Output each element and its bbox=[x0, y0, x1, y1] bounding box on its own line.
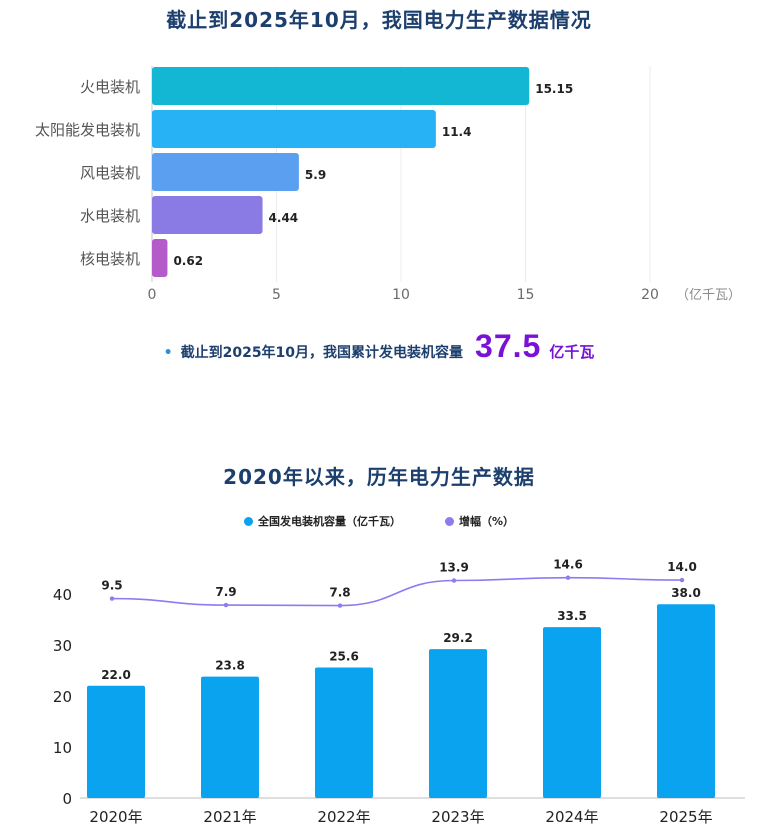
y-tick-label: 40 bbox=[53, 586, 72, 604]
line-data-label: 14.0 bbox=[667, 560, 697, 574]
bar-data-label: 25.6 bbox=[329, 649, 359, 663]
bar bbox=[152, 196, 263, 234]
y-tick-label: 20 bbox=[53, 688, 72, 706]
bar bbox=[201, 676, 259, 798]
bar-data-label: 33.5 bbox=[557, 609, 587, 623]
chart2-title: 2020年以来，历年电力生产数据 bbox=[223, 465, 535, 489]
category-label: 水电装机 bbox=[80, 207, 140, 225]
bar bbox=[152, 67, 530, 105]
line-data-label: 13.9 bbox=[439, 561, 469, 575]
x-tick-label: 2021年 bbox=[203, 808, 256, 826]
x-tick-label: 2022年 bbox=[317, 808, 370, 826]
bar bbox=[657, 604, 715, 798]
summary-line: • 截止到2025年10月，我国累计发电装机容量 37.5 亿千瓦 bbox=[0, 328, 758, 365]
y-tick-label: 10 bbox=[53, 739, 72, 757]
growth-line bbox=[111, 576, 683, 607]
bar bbox=[315, 667, 373, 798]
line-data-label: 7.9 bbox=[215, 585, 236, 599]
data-label: 15.15 bbox=[535, 82, 573, 96]
bar bbox=[543, 627, 601, 798]
x-unit-label: （亿千瓦） bbox=[676, 288, 741, 303]
summary-text: 截止到2025年10月，我国累计发电装机容量 bbox=[180, 345, 464, 361]
category-label: 风电装机 bbox=[80, 164, 140, 182]
data-label: 11.4 bbox=[442, 125, 472, 139]
x-tick-label: 0 bbox=[148, 287, 157, 303]
x-tick-label: 2023年 bbox=[431, 808, 484, 826]
x-tick-label: 20 bbox=[641, 287, 659, 303]
growth-point bbox=[565, 575, 571, 580]
y-tick-label: 0 bbox=[62, 790, 72, 808]
x-tick-label: 5 bbox=[272, 287, 281, 303]
growth-point bbox=[109, 596, 115, 601]
data-label: 5.9 bbox=[305, 168, 326, 182]
x-tick-label: 15 bbox=[517, 287, 535, 303]
bar bbox=[429, 649, 487, 798]
line-data-label: 14.6 bbox=[553, 558, 583, 572]
growth-point bbox=[337, 603, 343, 608]
bar bbox=[152, 110, 436, 148]
y-tick-label: 30 bbox=[53, 637, 72, 655]
bar-data-label: 38.0 bbox=[671, 586, 701, 600]
category-label: 火电装机 bbox=[80, 78, 140, 96]
x-tick-label: 2024年 bbox=[545, 808, 598, 826]
bar-data-label: 23.8 bbox=[215, 659, 245, 673]
bar-chart-capacity-by-type: 0 5 10 15 20 （亿千瓦） 火电装机 15.15 太阳能发电装机 11.4 风电装机 5.9… bbox=[35, 66, 741, 303]
category-label: 太阳能发电装机 bbox=[35, 121, 140, 139]
bar-data-label: 22.0 bbox=[101, 668, 131, 682]
bar-data-label: 29.2 bbox=[443, 631, 473, 645]
legend-swatch-capacity bbox=[243, 516, 253, 526]
legend-swatch-growth bbox=[444, 516, 454, 526]
x-tick-label: 2025年 bbox=[659, 808, 712, 826]
legend-label-capacity: 全国发电装机容量（亿千瓦） bbox=[257, 515, 401, 528]
bar bbox=[87, 685, 145, 798]
data-label: 0.62 bbox=[173, 254, 203, 268]
bar bbox=[152, 153, 299, 191]
bar bbox=[152, 239, 168, 277]
chart1-title: 截止到2025年10月，我国电力生产数据情况 bbox=[166, 8, 592, 32]
summary-unit: 亿千瓦 bbox=[549, 343, 595, 361]
category-label: 核电装机 bbox=[80, 250, 140, 268]
legend-item-capacity: 全国发电装机容量（亿千瓦） bbox=[243, 513, 401, 529]
summary-value: 37.5 bbox=[475, 328, 542, 364]
x-tick-label: 2020年 bbox=[89, 808, 142, 826]
data-label: 4.44 bbox=[269, 211, 299, 225]
bullet-icon: • bbox=[163, 345, 173, 361]
growth-point bbox=[223, 602, 229, 608]
line-data-label: 7.8 bbox=[329, 586, 350, 600]
line-data-label: 9.5 bbox=[101, 579, 122, 593]
x-tick-label: 10 bbox=[392, 287, 410, 303]
legend-label-growth: 增幅（%） bbox=[458, 515, 515, 528]
growth-point bbox=[451, 578, 457, 583]
legend-item-growth: 增幅（%） bbox=[444, 513, 515, 529]
chart2-legend: 全国发电装机容量（亿千瓦） 增幅（%） bbox=[0, 513, 758, 529]
growth-point bbox=[679, 577, 685, 583]
